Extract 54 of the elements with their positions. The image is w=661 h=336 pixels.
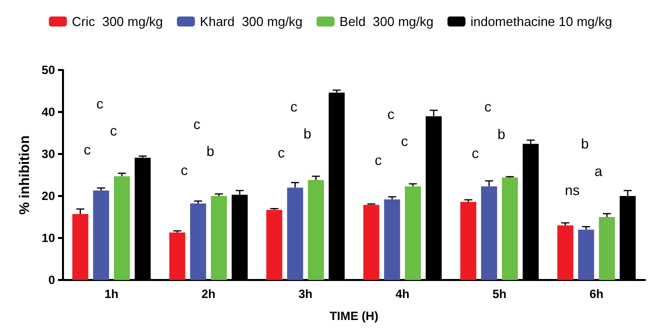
y-tick-label: 50: [42, 63, 56, 77]
bar: [308, 180, 324, 280]
bar: [169, 232, 186, 280]
annotation: b: [580, 136, 589, 152]
bar: [404, 186, 421, 280]
bar: [384, 199, 400, 280]
annotation: c: [290, 98, 298, 114]
annotation: c: [484, 98, 492, 115]
legend-label: Cric 300 mg/kg: [72, 14, 163, 29]
bar: [93, 190, 110, 280]
x-tick-label: 4h: [395, 287, 410, 301]
annotation: c: [96, 95, 104, 112]
annotation: c: [278, 144, 285, 160]
bar: [114, 176, 130, 280]
bar: [363, 204, 380, 280]
annotation: a: [594, 162, 603, 179]
annotation: b: [206, 143, 215, 160]
x-axis-title: TIME (H): [330, 309, 378, 323]
annotation: c: [400, 133, 408, 150]
bar: [210, 196, 227, 280]
annotation: c: [387, 106, 394, 122]
legend-label: indomethacine 10 mg/kg: [470, 14, 612, 29]
bar: [598, 217, 615, 280]
bar: [266, 210, 282, 280]
y-tick-label: 0: [48, 273, 56, 287]
y-tick-label: 30: [42, 147, 56, 161]
legend-label: Beld 300 mg/kg: [340, 14, 434, 29]
annotation: c: [193, 116, 200, 132]
bar: [578, 230, 594, 280]
annotation: c: [84, 142, 91, 158]
annotation: c: [472, 144, 479, 161]
x-tick-label: 1h: [104, 287, 119, 301]
bar: [190, 204, 206, 280]
x-tick-label: 2h: [201, 287, 216, 301]
annotation: c: [180, 162, 188, 178]
y-axis-title: % inhibition: [16, 135, 32, 215]
y-tick-label: 40: [42, 105, 56, 119]
bar: [481, 186, 498, 280]
bar: [557, 225, 574, 280]
annotation: ns: [564, 182, 580, 198]
bar: [460, 202, 476, 280]
bar: [72, 214, 88, 280]
annotation: b: [304, 126, 312, 142]
x-tick-label: 3h: [298, 287, 313, 301]
annotation: c: [110, 122, 117, 139]
annotation: c: [374, 152, 382, 168]
x-tick-label: 5h: [492, 287, 507, 301]
y-tick-label: 20: [42, 189, 56, 203]
legend-label: Khard 300 mg/kg: [200, 14, 303, 29]
bar: [502, 178, 518, 280]
annotation: b: [498, 126, 506, 142]
y-tick-label: 10: [42, 231, 56, 245]
x-tick-label: 6h: [589, 287, 604, 301]
bar: [287, 188, 304, 280]
